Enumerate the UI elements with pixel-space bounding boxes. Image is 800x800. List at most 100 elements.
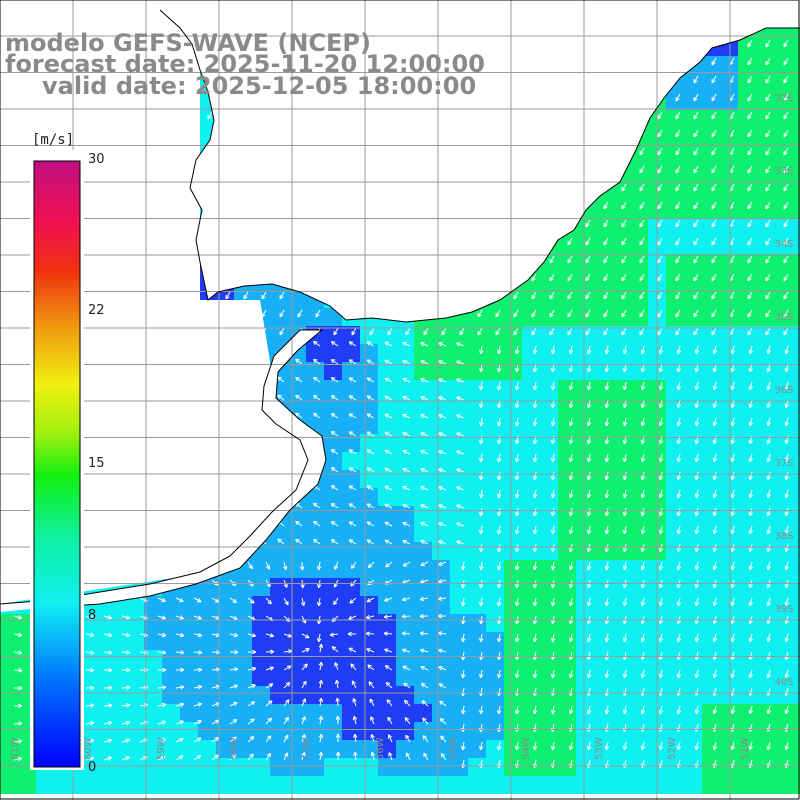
wind-arrow <box>229 719 238 725</box>
wind-arrow <box>313 502 321 509</box>
lon-label: 57W <box>302 737 313 760</box>
coastline-north <box>159 9 800 323</box>
wind-arrow <box>784 705 789 715</box>
wind-arrow <box>456 378 465 383</box>
wind-arrow <box>330 341 339 347</box>
wind-arrow <box>295 376 303 383</box>
wind-arrow <box>461 561 466 571</box>
wind-arrow <box>766 381 771 391</box>
wind-arrow <box>586 453 592 463</box>
wind-arrow <box>657 291 663 300</box>
wind-arrow <box>478 561 484 571</box>
wind-arrow <box>658 633 664 643</box>
wind-arrow <box>747 309 753 318</box>
wind-arrow <box>747 273 753 282</box>
wind-arrow <box>640 363 646 373</box>
wind-arrow <box>318 697 324 707</box>
wind-arrow <box>694 543 700 553</box>
wind-arrow <box>730 471 736 481</box>
wind-arrow <box>765 255 771 264</box>
wind-arrow <box>229 597 237 604</box>
wind-arrow <box>675 201 681 210</box>
wind-arrow <box>420 414 429 419</box>
wind-arrow <box>461 741 466 751</box>
wind-arrow <box>568 489 574 499</box>
wind-arrow <box>420 486 429 491</box>
wind-arrow <box>283 682 291 689</box>
wind-arrow <box>365 631 375 636</box>
wind-arrow <box>478 453 484 463</box>
wind-arrow <box>622 381 628 391</box>
wind-arrow <box>456 450 465 455</box>
wind-arrow <box>748 525 753 535</box>
wind-arrow <box>711 201 717 210</box>
wind-arrow <box>765 273 771 282</box>
wind-arrow <box>283 716 289 725</box>
wind-arrow <box>550 381 556 391</box>
colorbar-tick: 15 <box>88 456 105 471</box>
wind-arrow <box>658 471 664 481</box>
wind-arrow <box>103 667 113 673</box>
wind-arrow <box>604 363 610 373</box>
wind-arrow <box>604 525 610 535</box>
wind-arrow <box>694 633 700 643</box>
wind-arrow <box>603 309 609 318</box>
wind-arrow <box>259 538 267 545</box>
wind-arrow <box>478 597 484 607</box>
wind-arrow <box>386 699 393 707</box>
wind-arrow <box>348 521 357 527</box>
lat-label: 39S <box>774 604 793 615</box>
wind-arrow <box>496 345 502 355</box>
wind-arrow <box>675 147 681 156</box>
wind-arrow <box>384 395 393 401</box>
wind-arrow <box>568 525 574 535</box>
coastline-south <box>0 329 327 609</box>
wind-arrow <box>568 543 574 553</box>
wind-arrow <box>461 705 466 715</box>
wind-arrow <box>765 291 771 300</box>
wind-arrow <box>640 471 646 481</box>
wind-arrow <box>766 507 771 517</box>
wind-arrow <box>783 255 789 264</box>
wind-arrow <box>657 237 663 246</box>
wind-arrow <box>550 489 556 499</box>
wind-arrow <box>639 309 645 318</box>
wind-arrow <box>456 360 465 365</box>
wind-arrow <box>295 358 303 365</box>
wind-arrow <box>603 255 609 264</box>
wind-arrow <box>175 755 184 761</box>
wind-arrow <box>730 381 736 391</box>
wind-arrow <box>712 669 718 679</box>
wind-arrow <box>783 183 789 192</box>
wind-arrow <box>711 255 717 264</box>
wind-arrow <box>603 201 609 210</box>
wind-arrow <box>585 219 591 228</box>
wind-arrow <box>658 489 664 499</box>
wind-arrow <box>567 327 573 336</box>
wind-arrow <box>640 507 646 517</box>
wind-arrow <box>585 327 591 336</box>
wind-arrow <box>423 752 429 761</box>
wind-arrow <box>496 561 502 571</box>
wind-arrow <box>783 291 789 300</box>
wind-arrow <box>157 632 167 638</box>
wind-arrow <box>421 700 429 707</box>
wind-arrow <box>604 597 610 607</box>
wind-arrow <box>103 738 113 743</box>
wind-arrow <box>478 417 484 427</box>
wind-arrow <box>348 503 357 509</box>
wind-arrow <box>784 561 789 571</box>
wind-arrow <box>229 701 238 707</box>
wind-arrow <box>329 632 339 637</box>
wind-arrow <box>783 111 789 120</box>
wind-arrow <box>766 363 771 373</box>
wind-arrow <box>639 255 645 264</box>
wind-arrow <box>283 665 292 671</box>
wind-arrow <box>437 648 447 653</box>
wind-arrow <box>316 633 322 643</box>
wind-arrow <box>550 525 556 535</box>
wind-arrow <box>478 363 484 373</box>
wind-arrow <box>658 705 664 715</box>
wind-arrow <box>369 327 375 336</box>
wind-arrow <box>366 377 375 383</box>
